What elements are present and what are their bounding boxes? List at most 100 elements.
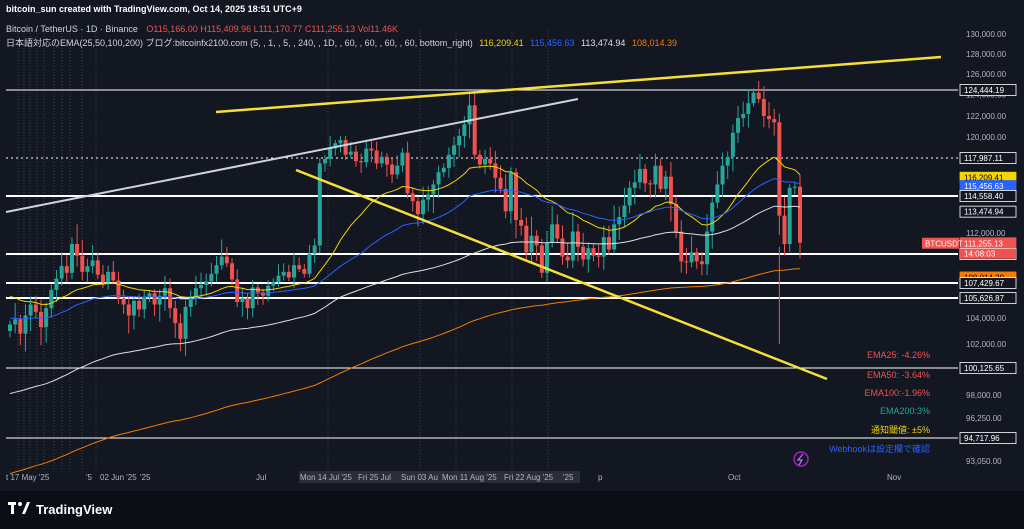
y-tick-label: 93,050.00 (966, 457, 1002, 466)
candle-body (188, 298, 193, 307)
upper-trend-line (215, 55, 942, 114)
candle-body (720, 165, 725, 185)
x-axis-label: Mon 11 Aug '25 (442, 473, 497, 482)
x-axis-label: Jul (256, 473, 266, 482)
candle-body (80, 255, 85, 272)
candle-body (359, 161, 364, 163)
x-axis-label: Oct (728, 473, 741, 482)
candle-body (622, 205, 627, 218)
candle-body (390, 164, 395, 175)
candle-body (431, 184, 436, 195)
ema100-line (9, 205, 801, 395)
candle-body (250, 287, 255, 309)
candle-body (261, 292, 266, 296)
candle-body (219, 256, 224, 266)
candle-body (514, 172, 519, 220)
x-label-box (357, 471, 405, 483)
price-label-box (959, 362, 1017, 374)
candle-body (705, 231, 710, 265)
candle-body (498, 177, 503, 189)
candle-body (782, 215, 787, 245)
candle-body (410, 193, 415, 202)
candle-body (415, 201, 420, 215)
candle-body (586, 248, 591, 260)
candle-body (230, 263, 235, 280)
candle-body (699, 261, 704, 265)
alert-icon (793, 451, 809, 467)
price-label-text: 117,987.11 (964, 154, 1003, 163)
vertical-grid (17, 30, 549, 470)
candle-body (560, 238, 565, 257)
candle-body (472, 105, 477, 155)
indicator-legend[interactable]: 日本語対応のEMA(25,50,100,200) ブログ:bitcoinfx21… (6, 36, 677, 49)
candle-body (653, 165, 658, 185)
candle-body (612, 224, 617, 250)
price-label-box (959, 84, 1017, 96)
candle-body (730, 132, 735, 157)
watermark-text: bitcoin_sun created with TradingView.com… (6, 4, 302, 14)
candle-body (467, 105, 472, 125)
candle-body (741, 113, 746, 119)
tradingview-wordmark: TradingView (36, 501, 113, 517)
candle-body (307, 253, 312, 274)
candle-body (131, 300, 136, 316)
candle-body (694, 252, 699, 262)
x-label-box (562, 471, 580, 483)
price-label-text: 107,429.67 (964, 279, 1005, 288)
ema50-value: 115,456.63 (530, 38, 575, 48)
candle-body (121, 298, 126, 305)
price-label-text: 94,717.96 (964, 434, 1000, 443)
candle-body (338, 140, 343, 144)
x-axis-label: 02 Jun '25 (100, 473, 137, 482)
symbol-tag-box (922, 237, 959, 249)
candle-body (446, 154, 451, 168)
candle-body (183, 306, 188, 339)
candle-body (75, 244, 80, 256)
candle-body (663, 176, 668, 189)
y-tick-label: 96,250.00 (966, 414, 1002, 423)
candle-body (178, 323, 183, 339)
symbol-name[interactable]: Bitcoin / TetherUS · 1D · Binance (6, 24, 138, 34)
candle-body (508, 172, 513, 212)
candle-body (18, 319, 23, 334)
candle-body (462, 124, 467, 136)
candle-body (477, 154, 482, 165)
y-tick-label: 112,000.00 (966, 229, 1006, 238)
candle-body (147, 293, 152, 297)
candle-body (54, 278, 59, 290)
price-label-text: 100,125.65 (964, 364, 1005, 373)
y-tick-label: 98,000.00 (966, 391, 1002, 400)
y-tick-label: 104,000.00 (966, 314, 1007, 323)
candle-body (746, 103, 751, 114)
ema-info-box: EMA25: -4.26% EMA50: -3.64% EMA100:-1.96% E… (829, 350, 930, 454)
ema100-value: 113,474.94 (581, 38, 626, 48)
candle-body (617, 217, 622, 225)
candle-body (111, 271, 116, 281)
candle-body (452, 145, 457, 155)
candle-body (519, 219, 524, 226)
candle-body (8, 324, 12, 331)
x-label-box (441, 471, 509, 483)
price-label-text: 116,209.41 (964, 174, 1004, 183)
candle-body (544, 242, 549, 273)
candle-body (555, 224, 560, 239)
y-tick-label: 128,000.00 (966, 50, 1007, 59)
x-label-box (400, 471, 444, 483)
candle-body (674, 204, 679, 232)
candle-body (297, 265, 302, 269)
candle-body (767, 116, 772, 120)
candle-body (64, 266, 69, 273)
ema-info-line: EMA25: -4.26% (867, 350, 930, 360)
candle-body (193, 288, 198, 299)
price-label-text: 111,255.13 (964, 239, 1003, 248)
candle-body (627, 187, 632, 206)
candle-body (33, 304, 38, 312)
candle-body (209, 273, 214, 282)
candle-body (374, 150, 379, 164)
ema-info-line: EMA50: -3.64% (867, 370, 930, 380)
tradingview-logo[interactable]: TradingView (8, 500, 112, 518)
lightning-icon (796, 453, 804, 466)
price-labels: 124,444.19 117,987.11 116,209.41115,456.63… (959, 84, 1017, 444)
countdown-box (960, 248, 1016, 259)
